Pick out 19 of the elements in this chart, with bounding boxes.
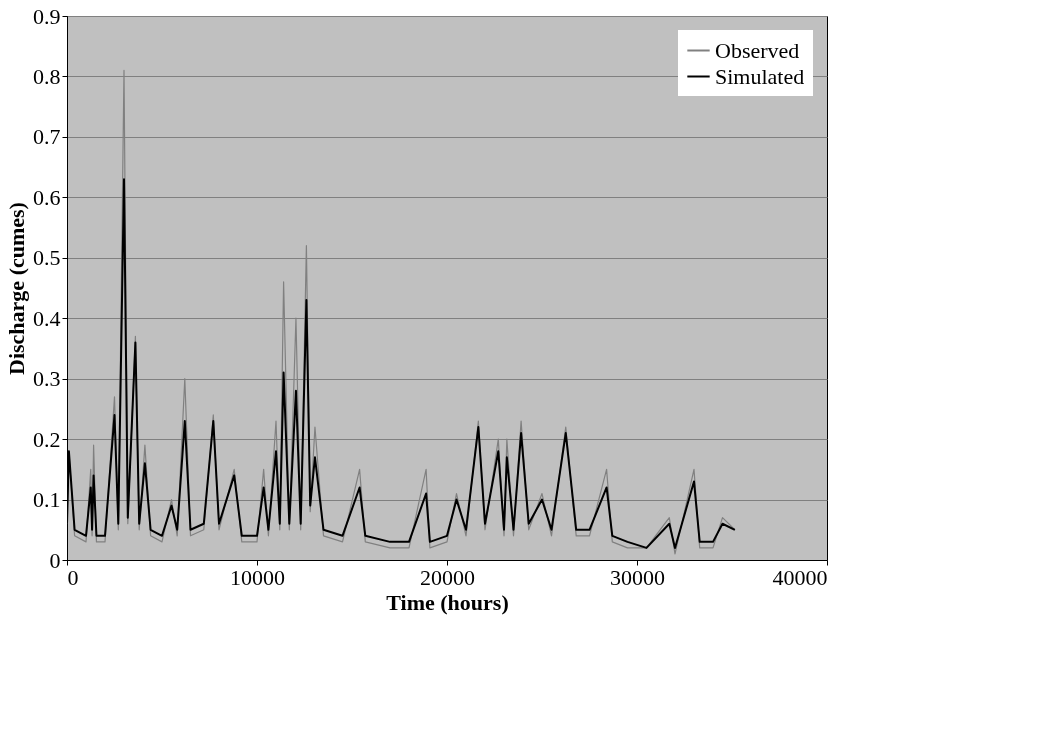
legend-label: Simulated [715,63,805,89]
y-tick-label: 0.9 [33,3,61,29]
x-tick-label: 0 [67,564,79,590]
y-tick-label: 0.6 [33,184,61,210]
x-axis-title: Time (hours) [386,589,509,615]
y-tick-label: 0.2 [33,426,61,452]
y-axis-title: Discharge (cumes) [4,202,29,375]
x-tick-label: 10000 [230,564,285,590]
y-tick-label: 0 [49,547,61,573]
y-tick-label: 0.1 [33,487,61,513]
y-tick-label: 0.3 [33,366,61,392]
y-tick-label: 0.5 [33,245,61,271]
y-tick-label: 0.4 [33,305,61,331]
x-tick-label: 30000 [610,564,665,590]
y-tick-label: 0.8 [33,63,61,89]
y-tick-label: 0.7 [33,124,61,150]
x-tick-label: 20000 [420,564,475,590]
legend-label: Observed [715,37,800,63]
x-tick-label: 40000 [772,564,828,590]
